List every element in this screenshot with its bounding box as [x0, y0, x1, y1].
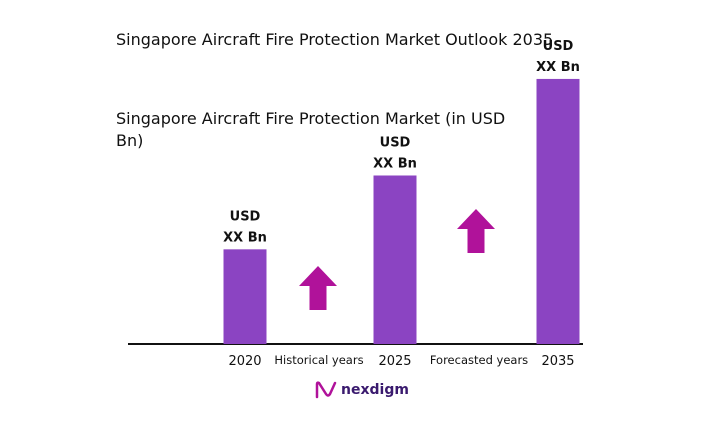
- bar-value-label-2025: XX Bn: [373, 156, 417, 171]
- bar-2025: [373, 175, 417, 344]
- chart-title: Singapore Aircraft Fire Protection Marke…: [116, 30, 554, 49]
- growth-arrow-forecast-icon: [457, 209, 495, 253]
- growth-arrow-historical-icon: [299, 266, 337, 310]
- nexdigm-logo-icon: [315, 381, 337, 399]
- bar-value-label-2020: USD: [230, 209, 261, 224]
- bar-value-label-2035: XX Bn: [536, 60, 580, 75]
- period-label-historical: Historical years: [274, 353, 363, 367]
- period-label-forecast: Forecasted years: [430, 353, 528, 367]
- bar-value-label-2020: XX Bn: [223, 230, 267, 245]
- bar-2035: [536, 78, 580, 344]
- x-tick-label-2020: 2020: [228, 354, 261, 369]
- brand-logo: nexdigm: [315, 380, 409, 400]
- bar-value-label-2035: USD: [543, 39, 574, 54]
- x-tick-label-2025: 2025: [378, 354, 411, 369]
- chart-subtitle: Singapore Aircraft Fire Protection Marke…: [116, 109, 506, 150]
- brand-name: nexdigm: [341, 382, 409, 398]
- bar-value-label-2025: USD: [380, 135, 411, 150]
- bar-2020: [223, 249, 267, 344]
- x-tick-label-2035: 2035: [541, 354, 574, 369]
